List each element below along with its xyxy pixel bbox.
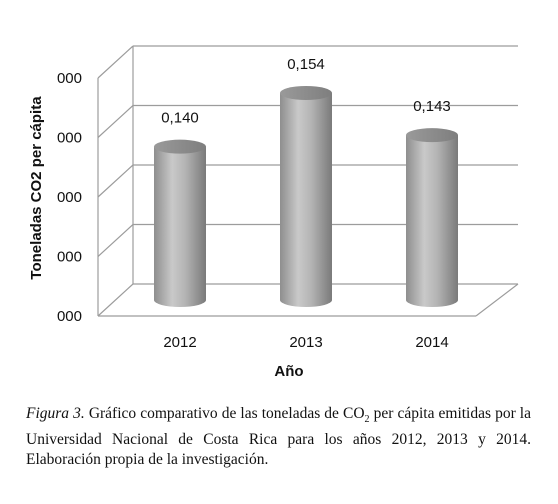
- bar-body: [280, 93, 332, 307]
- data-label: 0,140: [161, 110, 199, 127]
- figure-caption: Figura 3. Gráfico comparativo de las ton…: [26, 404, 531, 470]
- data-label: 0,154: [287, 56, 325, 73]
- bar-body: [154, 146, 206, 307]
- caption-text-2: per cápita emitidas por la Universidad N…: [26, 405, 531, 469]
- y-tick-labels: 000 000 000 000 000: [57, 70, 82, 325]
- x-tick-labels: 2012 2013 2014: [163, 334, 448, 351]
- y-tick-label: 000: [57, 70, 82, 87]
- gridline-diagonal: [97, 45, 134, 79]
- bar: [406, 128, 458, 307]
- figure-label: Figura 3.: [26, 405, 85, 422]
- bar: [154, 139, 206, 307]
- gridline-diagonal: [97, 224, 134, 257]
- bar: [280, 86, 332, 307]
- floor-right-edge: [475, 283, 519, 317]
- bar-top: [280, 86, 332, 100]
- caption-subscript: 2: [364, 414, 370, 426]
- gridline-diagonal: [97, 105, 134, 138]
- chart: 000 000 000 000 000 0,140 0,154 0,143 2012 2013…: [28, 45, 519, 380]
- bar-body: [406, 135, 458, 307]
- y-axis-title: Toneladas CO2 per cápita: [28, 96, 45, 280]
- y-tick-label: 000: [57, 249, 82, 266]
- caption-text-1: Gráfico comparativo de las toneladas de …: [88, 405, 365, 422]
- x-axis-title: Año: [274, 363, 303, 380]
- y-tick-label: 000: [57, 130, 82, 147]
- y-tick-label: 000: [57, 308, 82, 325]
- y-tick-label: 000: [57, 189, 82, 206]
- gridline-diagonal: [97, 164, 134, 198]
- data-label: 0,143: [413, 98, 451, 115]
- bar-top: [154, 139, 206, 154]
- x-tick-label: 2014: [415, 334, 448, 351]
- gridline-diagonal: [97, 283, 134, 317]
- bars: 0,140 0,154 0,143: [154, 56, 458, 307]
- bar-top: [406, 128, 458, 143]
- x-tick-label: 2013: [289, 334, 322, 351]
- x-tick-label: 2012: [163, 334, 196, 351]
